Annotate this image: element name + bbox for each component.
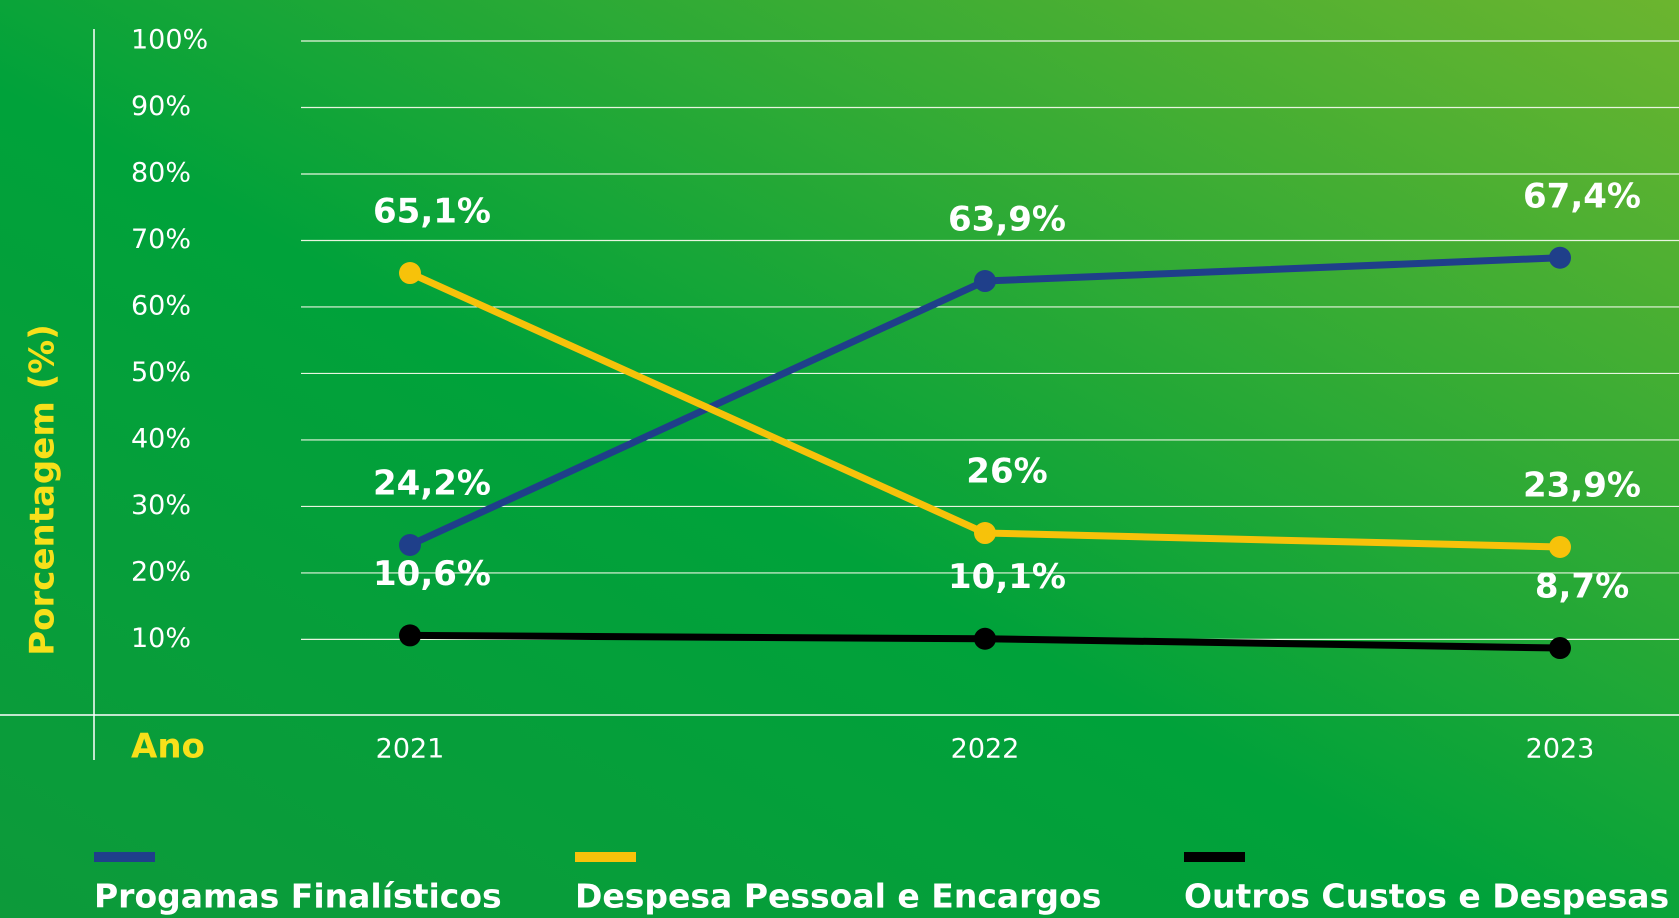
data-label: 26%	[966, 452, 1047, 492]
y-tick-label: 20%	[131, 556, 191, 587]
x-axis-label: Ano	[131, 727, 205, 767]
x-tick-label: 2021	[376, 734, 445, 765]
point	[399, 533, 421, 556]
point	[974, 627, 996, 650]
y-tick-label: 30%	[131, 490, 191, 521]
point	[974, 270, 996, 293]
data-label: 8,7%	[1535, 567, 1629, 607]
y-tick-label: 40%	[131, 423, 191, 454]
x-tick-label: 2022	[951, 734, 1020, 765]
legend-swatch	[94, 852, 155, 862]
legend-swatch	[1184, 852, 1245, 862]
y-tick-label: 80%	[131, 157, 191, 188]
y-tick-label: 50%	[131, 357, 191, 388]
y-tick-label: 90%	[131, 91, 191, 122]
y-axis-label: Porcentagem (%)	[23, 324, 63, 655]
y-tick-label: 60%	[131, 290, 191, 321]
data-label: 65,1%	[373, 192, 491, 232]
data-label: 24,2%	[373, 463, 491, 503]
data-label: 23,9%	[1523, 465, 1641, 505]
legend-label: Outros Custos e Despesas	[1184, 877, 1669, 916]
y-tick-label: 70%	[131, 224, 191, 255]
point	[1549, 246, 1571, 269]
y-tick-label: 10%	[131, 623, 191, 654]
point	[399, 624, 421, 647]
x-tick-label: 2023	[1526, 734, 1595, 765]
data-label: 10,6%	[373, 554, 491, 594]
point	[1549, 535, 1571, 558]
data-label: 10,1%	[948, 557, 1066, 597]
legend-swatch	[575, 852, 636, 862]
point	[1549, 637, 1571, 660]
y-tick-label: 100%	[131, 25, 208, 56]
point	[399, 262, 421, 285]
point	[974, 522, 996, 545]
data-label: 63,9%	[948, 200, 1066, 240]
legend-label: Despesa Pessoal e Encargos	[575, 877, 1101, 916]
data-label: 67,4%	[1523, 176, 1641, 216]
legend-label: Progamas Finalísticos	[94, 877, 502, 916]
